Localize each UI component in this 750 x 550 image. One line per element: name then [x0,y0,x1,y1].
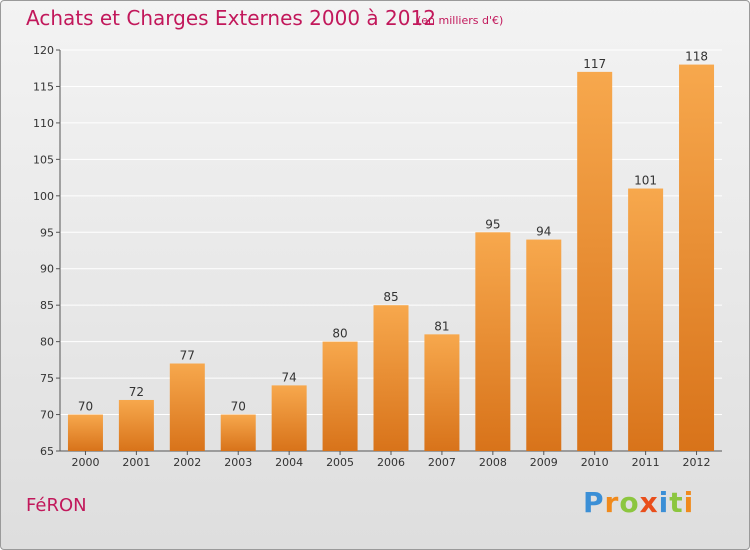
bar-value-label: 94 [536,225,551,239]
bar-value-label: 85 [383,290,398,304]
bar [220,414,256,451]
x-tick-label: 2004 [275,456,303,469]
y-tick-label: 110 [33,117,54,130]
bar [118,399,154,451]
chart-subtitle: (en milliers d'€) [417,14,504,27]
x-tick-label: 2010 [581,456,609,469]
y-tick-label: 120 [33,44,54,57]
logo-letter: i [658,486,670,519]
y-tick-label: 95 [40,226,54,239]
y-tick-label: 115 [33,80,54,93]
bar-value-label: 95 [485,217,500,231]
bar-value-label: 70 [231,400,246,414]
y-tick-label: 65 [40,445,54,458]
bar-value-label: 77 [180,349,195,363]
bar [67,414,103,451]
y-tick-label: 75 [40,372,54,385]
y-tick-label: 80 [40,336,54,349]
y-tick-label: 70 [40,409,54,422]
logo-letter: o [619,486,640,519]
bar [526,239,562,451]
x-tick-label: 2000 [71,456,99,469]
bar-value-label: 80 [332,327,347,341]
y-tick-label: 85 [40,299,54,312]
bar [424,334,460,451]
x-tick-label: 2007 [428,456,456,469]
bar [271,385,307,451]
labels: 65 70 75 80 85 90 95 100 105 110 115 120 70 2000 72 200… [33,44,711,469]
bar-value-label: 72 [129,385,144,399]
bar [373,305,409,451]
bar-value-label: 118 [685,50,708,64]
bar-value-label: 70 [78,400,93,414]
logo-letter: P [583,486,605,519]
bar [169,363,205,451]
bar-value-label: 81 [434,319,449,333]
x-tick-label: 2006 [377,456,405,469]
x-tick-label: 2009 [530,456,558,469]
x-tick-label: 2011 [632,456,660,469]
bars [67,64,715,451]
commune-name: FéRON [26,495,87,516]
bar [322,341,358,451]
y-tick-label: 100 [33,190,54,203]
proxiti-logo: Proxiti [583,486,694,519]
x-tick-label: 2003 [224,456,252,469]
logo-letter: x [639,486,659,519]
bar [679,64,715,451]
y-tick-label: 105 [33,153,54,166]
x-tick-label: 2012 [683,456,711,469]
logo-letter: i [683,486,695,519]
logo-letter: r [604,486,620,519]
bar [475,232,511,451]
chart-title: Achats et Charges Externes 2000 à 2012 [26,6,436,30]
bar [577,71,613,451]
logo-letter: t [669,486,684,519]
y-tick-label: 90 [40,263,54,276]
x-tick-label: 2008 [479,456,507,469]
x-tick-label: 2005 [326,456,354,469]
bar-value-label: 74 [282,370,297,384]
bar [628,188,664,451]
x-tick-label: 2002 [173,456,201,469]
x-tick-label: 2001 [122,456,150,469]
bar-value-label: 101 [634,174,657,188]
bar-value-label: 117 [583,57,606,71]
